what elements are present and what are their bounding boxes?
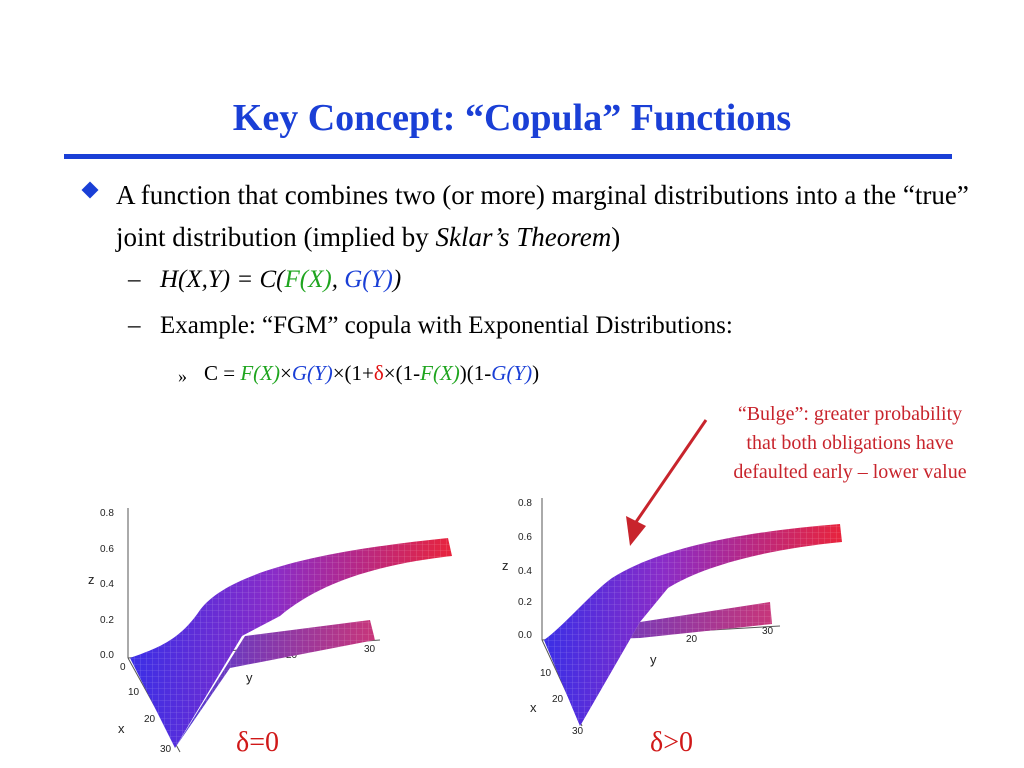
x-tick: 30 [572, 726, 584, 737]
formula-prefix: H(X,Y) = C( [160, 266, 285, 293]
dash-marker: – [128, 312, 141, 339]
delta-zero-label: δ=0 [236, 727, 279, 758]
z-tick: 0.4 [100, 579, 114, 590]
formula-gy: G(Y) [344, 266, 393, 293]
y-tick: 20 [686, 634, 698, 645]
x-axis-label: x [530, 700, 537, 715]
bulge-callout: “Bulge”: greater probability that both o… [700, 400, 1000, 487]
title-underline [64, 154, 952, 159]
callout-line: that both obligations have [746, 432, 954, 454]
fgm-gy2: G(Y) [491, 361, 533, 385]
fgm-fx: F(X) [240, 361, 281, 385]
callout-line: “Bulge”: greater probability [737, 403, 963, 425]
x-tick: 20 [144, 714, 156, 725]
formula-comma: , [331, 266, 345, 293]
y-axis-label: y [246, 670, 253, 685]
fgm-gy: G(Y) [291, 361, 333, 385]
fgm-times2: ×(1+ [332, 361, 374, 385]
z-tick: 0.4 [518, 566, 532, 577]
fgm-mid: )(1- [459, 361, 492, 385]
z-tick: 0.8 [518, 498, 532, 509]
y-axis-label: y [650, 652, 657, 667]
bullet-text-part1: A function that combines two (or more) m… [116, 180, 969, 252]
fgm-fx2: F(X) [420, 361, 460, 385]
z-tick: 0.0 [100, 650, 114, 661]
sklar-theorem-text: Sklar’s Theorem [435, 222, 612, 252]
x-tick: 10 [540, 668, 552, 679]
dash-marker: – [128, 266, 141, 293]
surface-plot-delta-positive: 0.8 0.6 0.4 0.2 0.0 z 10 20 30 x 20 30 y [502, 498, 842, 737]
main-bullet-text: A function that combines two (or more) m… [116, 174, 996, 258]
fgm-times3: ×(1- [383, 361, 421, 385]
x-tick: 30 [160, 744, 172, 755]
fgm-delta: δ [373, 361, 384, 385]
z-tick: 0.2 [100, 615, 114, 626]
example-text: Example: “FGM” copula with Exponential D… [160, 312, 733, 339]
x-tick: 0 [120, 662, 126, 673]
x-tick: 10 [128, 687, 140, 698]
fgm-end: ) [532, 361, 540, 385]
x-axis-label: x [118, 721, 125, 736]
z-tick: 0.8 [100, 508, 114, 519]
copula-formula: H(X,Y) = C(F(X), G(Y)) [160, 266, 401, 294]
fgm-formula: C = F(X)×G(Y)×(1+δ×(1-F(X))(1-G(Y)) [204, 361, 539, 386]
guillemet-marker: » [178, 366, 187, 386]
formula-close: ) [392, 266, 402, 293]
z-tick: 0.6 [100, 544, 114, 555]
slide-title: Key Concept: “Copula” Functions [232, 97, 792, 139]
z-axis-label: z [502, 558, 509, 573]
z-tick: 0.0 [518, 630, 532, 641]
surface-plot-delta-zero: 0.8 0.6 0.4 0.2 0.0 z 0 10 20 30 x 20 30… [88, 508, 452, 755]
y-tick: 30 [364, 644, 376, 655]
z-axis-label: z [88, 572, 95, 587]
bullet-text-part2: ) [611, 222, 621, 252]
y-tick: 30 [762, 626, 774, 637]
fgm-times1: × [280, 361, 292, 385]
delta-positive-label: δ>0 [650, 727, 693, 758]
fgm-c: C = [204, 361, 241, 385]
arrow-head-icon [626, 516, 646, 546]
formula-fx: F(X) [284, 266, 332, 293]
arrow-line [634, 419, 708, 523]
callout-line: defaulted early – lower value [733, 461, 967, 483]
z-tick: 0.2 [518, 597, 532, 608]
z-tick: 0.6 [518, 532, 532, 543]
x-tick: 20 [552, 694, 564, 705]
